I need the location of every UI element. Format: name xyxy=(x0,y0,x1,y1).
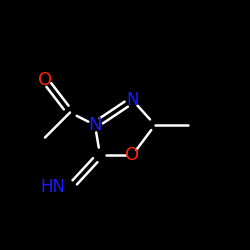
Text: N: N xyxy=(126,91,139,109)
Text: HN: HN xyxy=(40,178,65,196)
Text: N: N xyxy=(88,116,102,134)
Text: O: O xyxy=(38,71,52,89)
Text: O: O xyxy=(126,146,140,164)
